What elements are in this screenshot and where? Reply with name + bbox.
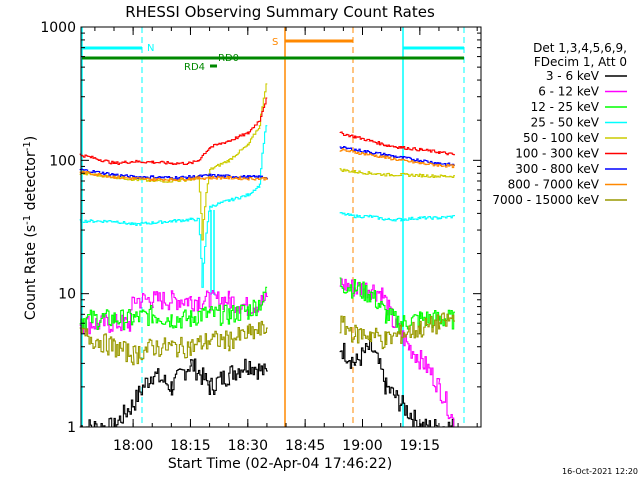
legend-entry-label: 100 - 300 keV xyxy=(515,147,599,161)
series-line-5-pre-gap xyxy=(79,97,268,166)
rd4-label: RD4 xyxy=(184,62,205,73)
series-line-2-post-gap xyxy=(339,277,455,334)
series-line-6-pre-gap xyxy=(79,168,268,180)
series-line-3-pre-gap xyxy=(79,125,268,288)
series-line-7-pre-gap xyxy=(79,170,268,182)
x-tick-label: 18:00 xyxy=(113,438,153,454)
footer-date: 16-Oct-2021 12:20 xyxy=(562,467,638,476)
rd0-label: RD0 xyxy=(218,53,239,64)
legend-entry-label: 3 - 6 keV xyxy=(546,69,600,83)
series-line-8-post-gap xyxy=(339,312,455,350)
series-line-2-pre-gap xyxy=(79,286,268,331)
series-line-4-pre-gap xyxy=(79,83,268,241)
x-axis-label: Start Time (02-Apr-04 17:46:22) xyxy=(168,456,392,472)
x-tick-label: 18:30 xyxy=(228,438,268,454)
legend-entry-label: 50 - 100 keV xyxy=(523,131,600,145)
legend-header-line-1: Det 1,3,4,5,6,9, xyxy=(533,41,627,55)
y-tick-label: 10 xyxy=(58,287,76,303)
series-line-7-post-gap xyxy=(339,148,455,169)
series-line-1-post-gap xyxy=(339,278,455,428)
y-tick-label: 1 xyxy=(67,420,76,436)
legend-entry-label: 7000 - 15000 keV xyxy=(492,193,599,207)
legend-entry-label: 25 - 50 keV xyxy=(531,116,600,130)
legend-entry-label: 12 - 25 keV xyxy=(531,100,600,114)
series-group xyxy=(79,83,455,428)
legend-entry-label: 300 - 800 keV xyxy=(515,162,599,176)
legend: Det 1,3,4,5,6,9, FDecim 1, Att 0 3 - 6 k… xyxy=(492,41,627,207)
x-tick-label: 19:00 xyxy=(342,438,382,454)
legend-entry-label: 6 - 12 keV xyxy=(538,85,600,99)
series-line-0-post-gap xyxy=(339,337,455,428)
x-tick-label: 18:45 xyxy=(285,438,325,454)
axis-ticks: 18:00 18:15 18:30 18:45 19:00 19:15 1 10 100 1000 xyxy=(40,20,481,454)
interval-bars: N S RD0 RD4 xyxy=(82,37,464,73)
series-line-6-post-gap xyxy=(339,146,455,166)
series-line-0-pre-gap xyxy=(79,358,268,428)
y-axis-label: Count Rate (s-1 detector-1) xyxy=(22,136,39,320)
series-line-4-post-gap xyxy=(339,168,455,179)
legend-entry-label: 800 - 7000 keV xyxy=(508,178,600,192)
saa-label: S xyxy=(272,37,278,48)
y-tick-label: 1000 xyxy=(40,20,76,36)
x-tick-label: 19:15 xyxy=(400,438,440,454)
legend-header-line-2: FDecim 1, Att 0 xyxy=(534,55,627,69)
chart-title: RHESSI Observing Summary Count Rates xyxy=(125,3,435,21)
y-tick-label: 100 xyxy=(49,153,76,169)
plot-frame xyxy=(80,26,482,428)
series-line-5-post-gap xyxy=(339,131,455,156)
series-line-8-pre-gap xyxy=(79,320,268,366)
x-tick-label: 18:15 xyxy=(170,438,210,454)
series-line-3-post-gap xyxy=(339,211,455,222)
background-markers xyxy=(81,27,465,427)
night-label: N xyxy=(147,43,154,54)
